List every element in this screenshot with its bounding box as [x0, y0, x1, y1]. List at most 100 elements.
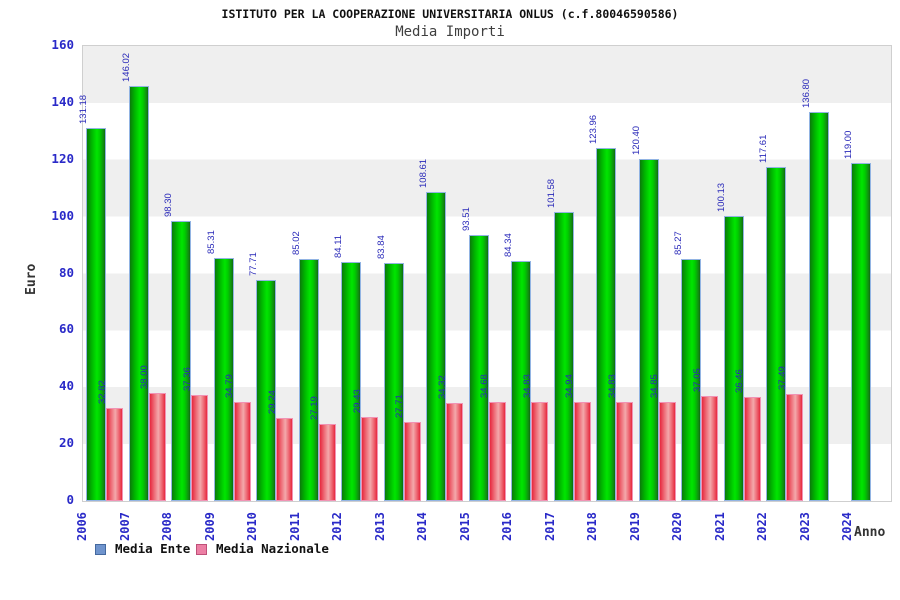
- x-tick-label: 2015: [457, 512, 472, 541]
- bar-value-label: 34.83: [606, 374, 618, 398]
- x-tick-label: 2021: [712, 512, 727, 541]
- bar-value-label: 119.00: [843, 130, 855, 159]
- y-tick-label: 100: [51, 207, 74, 223]
- bar-value-label: 85.27: [673, 231, 685, 255]
- x-tick-label: 2012: [330, 512, 345, 541]
- x-tick-label: 2019: [627, 512, 642, 541]
- bar-value-label: 101.58: [545, 178, 557, 208]
- bar-media-nazionale: [531, 402, 549, 501]
- bar-value-label: 37.49: [776, 366, 788, 390]
- x-tick-label: 2018: [585, 512, 600, 541]
- bar-value-label: 100.13: [715, 182, 727, 212]
- bar-media-ente: [383, 263, 404, 501]
- x-tick-label: 2022: [755, 512, 770, 541]
- bar-media-nazionale: [403, 422, 421, 501]
- x-tick-label: 2007: [117, 512, 132, 541]
- bar-value-label: 85.02: [290, 231, 302, 255]
- bar-value-label: 84.11: [333, 234, 345, 258]
- bar-value-label: 84.34: [503, 233, 515, 257]
- media-nazionale-swatch-icon: [196, 543, 207, 555]
- bar-media-nazionale: [488, 402, 506, 501]
- bar-value-label: 123.96: [588, 114, 600, 144]
- bar-value-label: 117.61: [758, 134, 770, 163]
- x-tick-label: 2008: [160, 512, 175, 541]
- bar-media-nazionale: [106, 408, 123, 501]
- bar-media-ente: [256, 280, 277, 501]
- bar-value-label: 34.83: [521, 374, 533, 398]
- x-tick-label: 2013: [372, 512, 387, 541]
- bar-media-nazionale: [658, 402, 676, 501]
- y-tick-label: 20: [58, 435, 74, 451]
- chart-title: ISTITUTO PER LA COOPERAZIONE UNIVERSITAR…: [221, 7, 679, 21]
- x-tick-label: 2011: [287, 512, 302, 541]
- bar-value-label: 37.05: [691, 368, 703, 392]
- bar-media-nazionale: [446, 403, 464, 501]
- bar-value-label: 32.82: [96, 380, 108, 404]
- bar-value-label: 85.31: [205, 230, 217, 254]
- legend-item-media-ente: Media Ente: [95, 542, 190, 556]
- bar-media-nazionale: [148, 393, 166, 501]
- x-axis-title: Anno: [854, 525, 886, 540]
- bar-value-label: 27.19: [309, 396, 321, 420]
- bar-media-ente: [426, 192, 447, 501]
- x-tick-label: 2020: [670, 512, 685, 541]
- bar-media-ente: [341, 262, 362, 501]
- y-tick-label: 140: [51, 93, 74, 109]
- bar-value-label: 27.71: [394, 394, 406, 418]
- x-tick-label: 2017: [542, 512, 557, 541]
- bar-value-label: 108.61: [418, 158, 430, 188]
- y-axis-title: Euro: [24, 263, 39, 295]
- bar-value-label: 34.79: [224, 374, 236, 398]
- legend-label-media-ente: Media Ente: [115, 541, 191, 556]
- legend-label-media-nazionale: Media Nazionale: [216, 541, 329, 556]
- bar-media-ente: [553, 212, 574, 501]
- bar-value-label: 29.43: [351, 389, 363, 413]
- bar-media-nazionale: [361, 417, 379, 501]
- chart-subtitle: Media Importi: [395, 24, 505, 40]
- y-tick-label: 40: [58, 378, 74, 394]
- bar-media-ente: [681, 259, 702, 501]
- bar-media-ente: [128, 86, 149, 501]
- bar-media-ente: [171, 221, 192, 501]
- x-tick-label: 2016: [500, 512, 515, 541]
- bar-media-nazionale: [318, 424, 336, 501]
- bar-value-label: 83.84: [375, 235, 387, 259]
- bar-media-ente: [596, 148, 617, 501]
- bar-media-nazionale: [191, 395, 209, 501]
- y-tick-label: 120: [51, 150, 74, 166]
- bar-media-nazionale: [616, 402, 634, 501]
- x-tick-label: 2006: [75, 512, 89, 541]
- y-tick-label: 60: [58, 321, 74, 337]
- bar-media-ente: [638, 159, 659, 501]
- bar-media-ente: [851, 163, 872, 501]
- bar-value-label: 131.18: [78, 94, 89, 124]
- x-tick-label: 2009: [202, 512, 217, 541]
- plot-area: 131.18 32.82 146.02 38.00 98.30 37.36 85.31 34.…: [78, 45, 892, 502]
- bar-media-ente: [808, 112, 829, 501]
- bar-media-ente: [468, 235, 489, 501]
- bar-media-nazionale: [233, 402, 251, 501]
- y-tick-label: 160: [51, 37, 74, 52]
- bar-media-nazionale: [276, 418, 294, 501]
- media-ente-swatch-icon: [95, 543, 106, 555]
- bar-value-label: 29.24: [266, 390, 278, 414]
- bar-value-label: 34.85: [649, 374, 661, 398]
- bar-value-label: 120.40: [630, 125, 642, 155]
- bar-media-nazionale: [743, 397, 761, 501]
- bar-value-label: 38.00: [139, 365, 151, 389]
- legend-item-media-nazionale: Media Nazionale: [196, 542, 329, 556]
- bar-media-ente: [766, 167, 787, 501]
- bar-value-label: 136.80: [800, 78, 812, 108]
- bar-value-label: 93.51: [460, 207, 472, 231]
- bar-value-label: 34.32: [436, 375, 448, 399]
- bar-value-label: 34.94: [564, 374, 576, 398]
- bar-value-label: 34.68: [479, 374, 491, 398]
- bar-media-ente: [298, 259, 319, 501]
- bar-media-ente: [723, 216, 744, 501]
- x-tick-label: 2023: [797, 512, 812, 541]
- bar-media-ente: [86, 128, 106, 501]
- bar-value-label: 36.46: [734, 369, 746, 393]
- x-tick-label: 2010: [245, 512, 260, 541]
- bar-media-ente: [213, 258, 234, 501]
